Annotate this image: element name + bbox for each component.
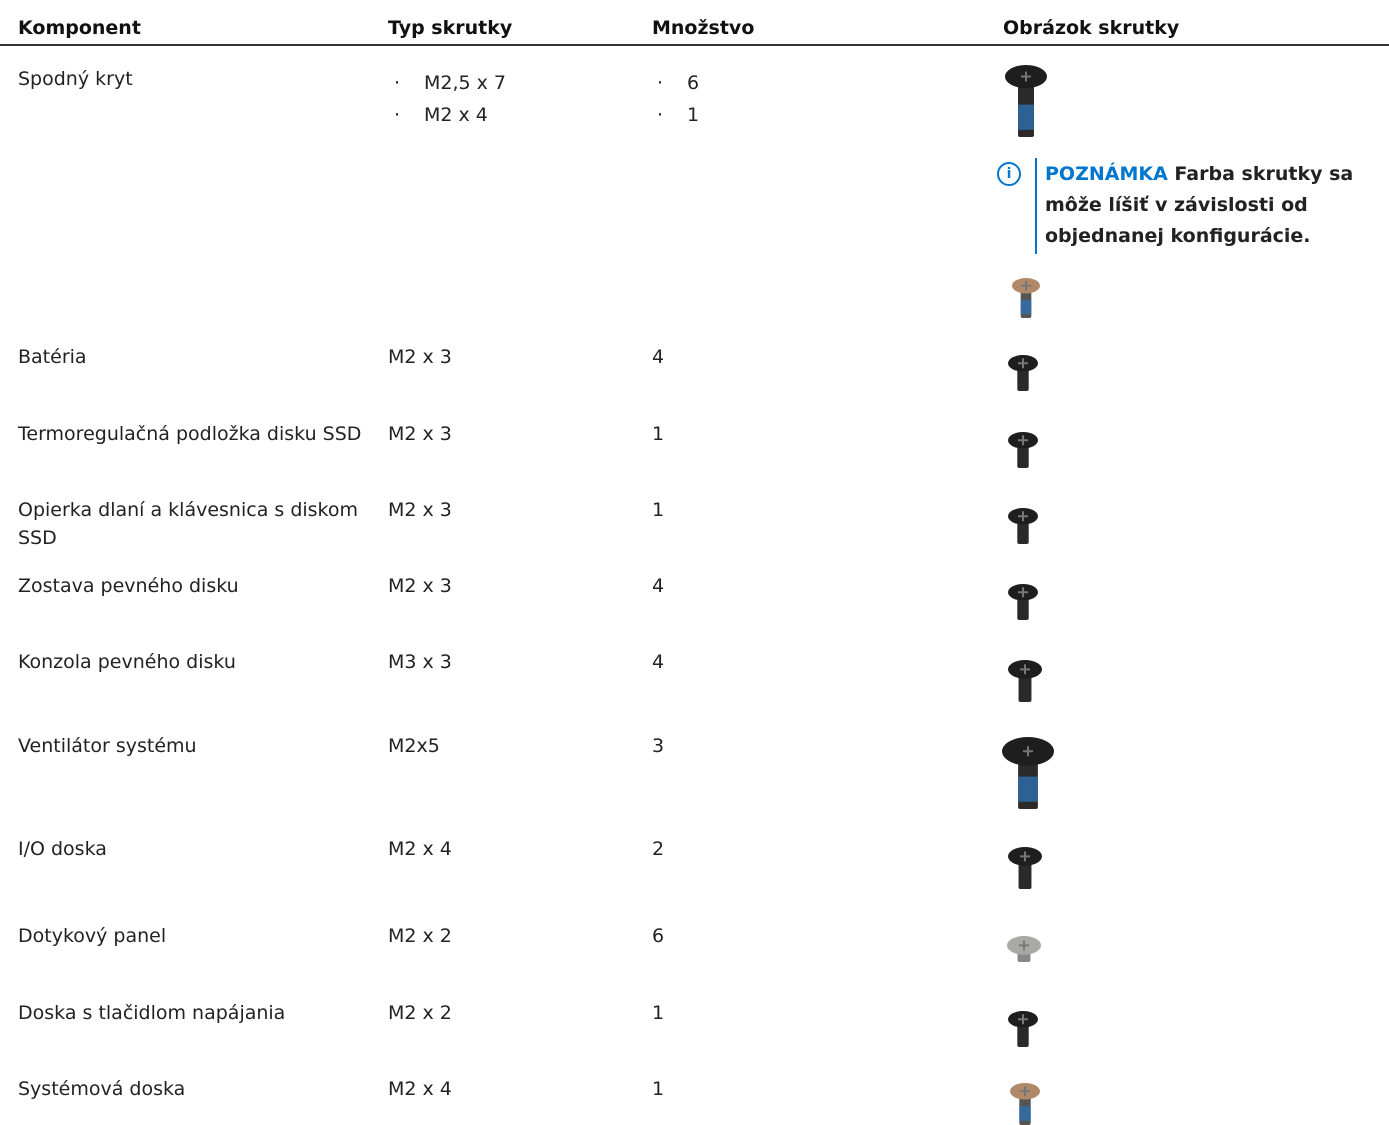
screw-image [1008,1011,1038,1047]
header-cell: Obrázok skrutky [1003,17,1180,39]
component-cell: Opierka dlaní a klávesnica s diskom SSD [18,499,359,549]
screw-image [1008,355,1038,391]
screw-image [1007,936,1041,962]
screw-type-cell: M2 x 3 [388,575,452,597]
header-cell: Množstvo [652,17,755,39]
screw-type-cell: M2 x 2 [388,1002,452,1024]
quantity-item: 1 [657,101,699,129]
info-icon: i [997,162,1021,186]
screw-type-item: M2 x 4 [394,101,488,129]
screw-image [1010,1083,1040,1125]
screw-image [1002,737,1054,809]
screw-image [1008,584,1038,620]
component-cell: Doska s tlačidlom napájania [18,1002,286,1024]
screw-type-cell: M2 x 3 [388,499,452,521]
screw-type-cell: M2 x 2 [388,925,452,947]
note-label: POZNÁMKA [1045,163,1168,185]
quantity-cell: 4 [652,346,665,368]
screw-image [1008,660,1042,702]
screw-image [1008,508,1038,544]
header-cell: Typ skrutky [388,17,513,39]
screw-image [1008,432,1038,468]
screw-image [1012,278,1040,318]
quantity-item: 6 [657,69,699,97]
screw-type-cell: M2x5 [388,735,440,757]
header-cell: Komponent [18,17,141,39]
note: POZNÁMKA Farba skrutky sa môže líšiť v z… [1045,159,1375,252]
component-cell: Spodný kryt [18,68,133,90]
quantity-cell: 3 [652,735,665,757]
screw-image [1008,847,1042,889]
screw-type-cell: M2 x 4 [388,1078,452,1100]
screw-type-cell: M2 x 3 [388,423,452,445]
quantity-cell: 1 [652,499,665,521]
quantity-cell: 2 [652,838,665,860]
quantity-cell: 1 [652,1002,665,1024]
quantity-cell: 1 [652,1078,665,1100]
component-cell: Zostava pevného disku [18,575,239,597]
note-bar [1035,158,1037,254]
note-text: Farba skrutky sa môže líšiť v závislosti… [1045,163,1354,247]
component-cell: Systémová doska [18,1078,186,1100]
screw-type-cell: M2 x 4 [388,838,452,860]
screw-image [1005,65,1047,137]
screw-type-cell: M2 x 3 [388,346,452,368]
component-cell: I/O doska [18,838,107,860]
component-cell: Batéria [18,346,87,368]
component-cell: Termoregulačná podložka disku SSD [18,423,362,445]
quantity-cell: 1 [652,423,665,445]
quantity-cell: 6 [652,925,665,947]
quantity-cell: 4 [652,651,665,673]
quantity-cell: 4 [652,575,665,597]
component-cell: Dotykový panel [18,925,167,947]
component-cell: Konzola pevného disku [18,651,236,673]
header-rule [0,44,1389,46]
screw-type-cell: M3 x 3 [388,651,452,673]
screw-type-item: M2,5 x 7 [394,69,506,97]
component-cell: Ventilátor systému [18,735,197,757]
